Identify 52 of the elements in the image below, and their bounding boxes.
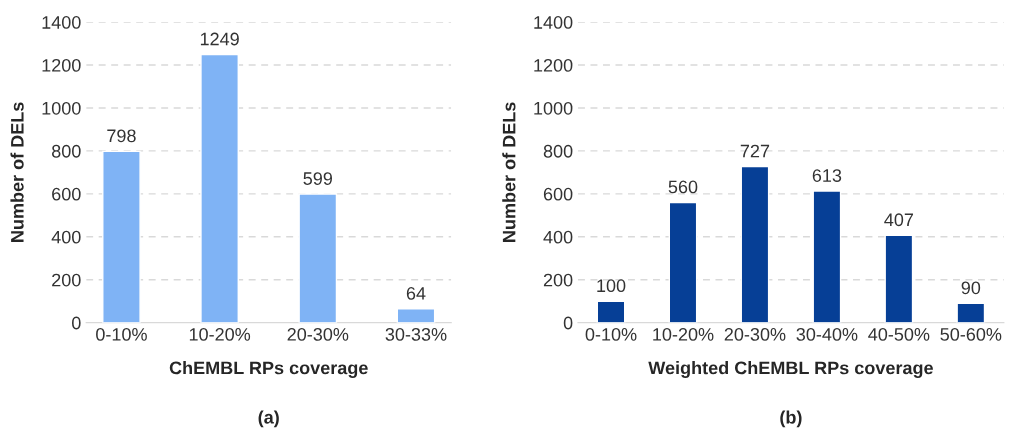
y-tick-label: 200 xyxy=(543,273,573,287)
y-tick-label: 1200 xyxy=(42,58,81,72)
x-tick-label: 30-33% xyxy=(385,328,447,341)
data-label: 100 xyxy=(597,279,626,293)
y-tick-label: 1200 xyxy=(534,58,573,72)
data-label: 599 xyxy=(303,172,333,185)
y-tick-label: 0 xyxy=(563,316,573,330)
y-tick-label: 600 xyxy=(52,187,81,201)
data-label: 1249 xyxy=(200,32,239,46)
bar xyxy=(200,53,239,323)
x-tick-label: 20-30% xyxy=(724,328,786,341)
y-tick-label: 1400 xyxy=(534,16,573,29)
text: (b) xyxy=(780,410,802,428)
x-tick-label: 0-10% xyxy=(96,328,147,341)
y-axis-title: Number of DELs xyxy=(502,102,516,242)
x-tick-label: 20-30% xyxy=(287,328,349,341)
data-label: 64 xyxy=(406,287,426,300)
text: (a) xyxy=(258,410,279,428)
data-label: 727 xyxy=(740,144,770,158)
y-tick-label: 400 xyxy=(51,230,81,244)
bar xyxy=(596,300,626,323)
x-tick-label: 0-10% xyxy=(585,328,637,341)
bar xyxy=(812,190,842,323)
y-tick-label: 1000 xyxy=(42,101,81,115)
y-tick-label: 200 xyxy=(52,273,81,287)
y-tick-label: 800 xyxy=(51,144,81,158)
y-tick-label: 400 xyxy=(543,230,573,244)
bar xyxy=(956,302,986,323)
y-tick-label: 800 xyxy=(543,144,573,158)
x-tick-label: 40-50% xyxy=(868,328,930,341)
x-tick-label: 50-60% xyxy=(940,328,1002,341)
data-label: 613 xyxy=(812,169,842,182)
y-tick-label: 600 xyxy=(543,187,573,201)
x-tick-label: 30-40% xyxy=(796,328,858,341)
y-tick-label: 0 xyxy=(71,316,81,330)
x-tick-label: 10-20% xyxy=(653,328,714,341)
bar xyxy=(884,234,914,323)
y-tick-label: 1000 xyxy=(534,101,573,115)
x-tick-label: 10-20% xyxy=(189,328,251,341)
data-label: 798 xyxy=(107,129,136,143)
data-label: 407 xyxy=(884,213,914,227)
x-axis-title: Weighted ChEMBL RPs coverage xyxy=(648,361,933,378)
bar xyxy=(102,150,141,323)
y-tick-label: 1400 xyxy=(42,16,81,29)
x-axis-title: ChEMBL RPs coverage xyxy=(169,361,368,378)
bar xyxy=(298,193,338,323)
y-axis-title: Number of DELs xyxy=(10,102,24,242)
bar xyxy=(740,165,770,323)
bar xyxy=(396,308,436,323)
data-label: 90 xyxy=(961,281,981,295)
data-label: 560 xyxy=(668,180,698,194)
bar xyxy=(668,201,698,323)
